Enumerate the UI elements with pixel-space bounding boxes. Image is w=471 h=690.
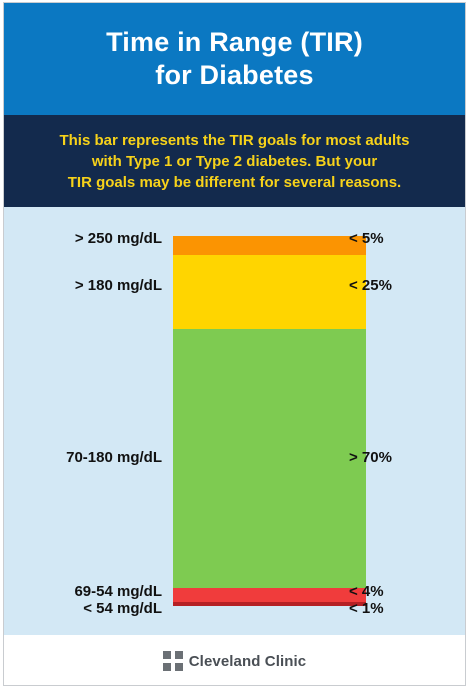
goal-label-high: < 25% [349, 277, 392, 294]
range-label-very-low: < 54 mg/dL [83, 600, 162, 617]
title-line-2: for Diabetes [155, 60, 314, 90]
header-banner: Time in Range (TIR) for Diabetes [4, 3, 465, 115]
description-line-3: TIR goals may be different for several r… [67, 173, 402, 191]
range-label-high: > 180 mg/dL [74, 277, 162, 294]
cleveland-clinic-cross-icon [162, 651, 183, 671]
range-label-low: 69-54 mg/dL [74, 583, 162, 600]
tir-chart: > 250 mg/dL > 180 mg/dL 70-180 mg/dL 69-… [4, 207, 465, 635]
goal-label-in-range: > 70% [349, 449, 392, 466]
title-line-1: Time in Range (TIR) [106, 27, 363, 57]
bar-segment-high [173, 254, 366, 329]
description-banner: This bar represents the TIR goals for mo… [4, 115, 465, 207]
bar-segment-low [173, 587, 366, 603]
goal-label-very-high: < 5% [349, 230, 384, 247]
description-line-2: with Type 1 or Type 2 diabetes. But your [91, 152, 378, 170]
bar-segment-in-range [173, 328, 366, 588]
bar-segment-very-high [173, 236, 366, 255]
goal-label-very-low: < 1% [349, 600, 384, 617]
range-label-in-range: 70-180 mg/dL [66, 449, 162, 466]
bar-segment-very-low [173, 602, 366, 606]
infographic-card: Time in Range (TIR) for Diabetes This ba… [3, 2, 466, 686]
brand-name: Cleveland Clinic [188, 652, 307, 670]
goal-label-low: < 4% [349, 583, 384, 600]
footer: Cleveland Clinic [4, 635, 465, 685]
range-label-very-high: > 250 mg/dL [74, 230, 162, 247]
description-line-1: This bar represents the TIR goals for mo… [59, 131, 410, 149]
